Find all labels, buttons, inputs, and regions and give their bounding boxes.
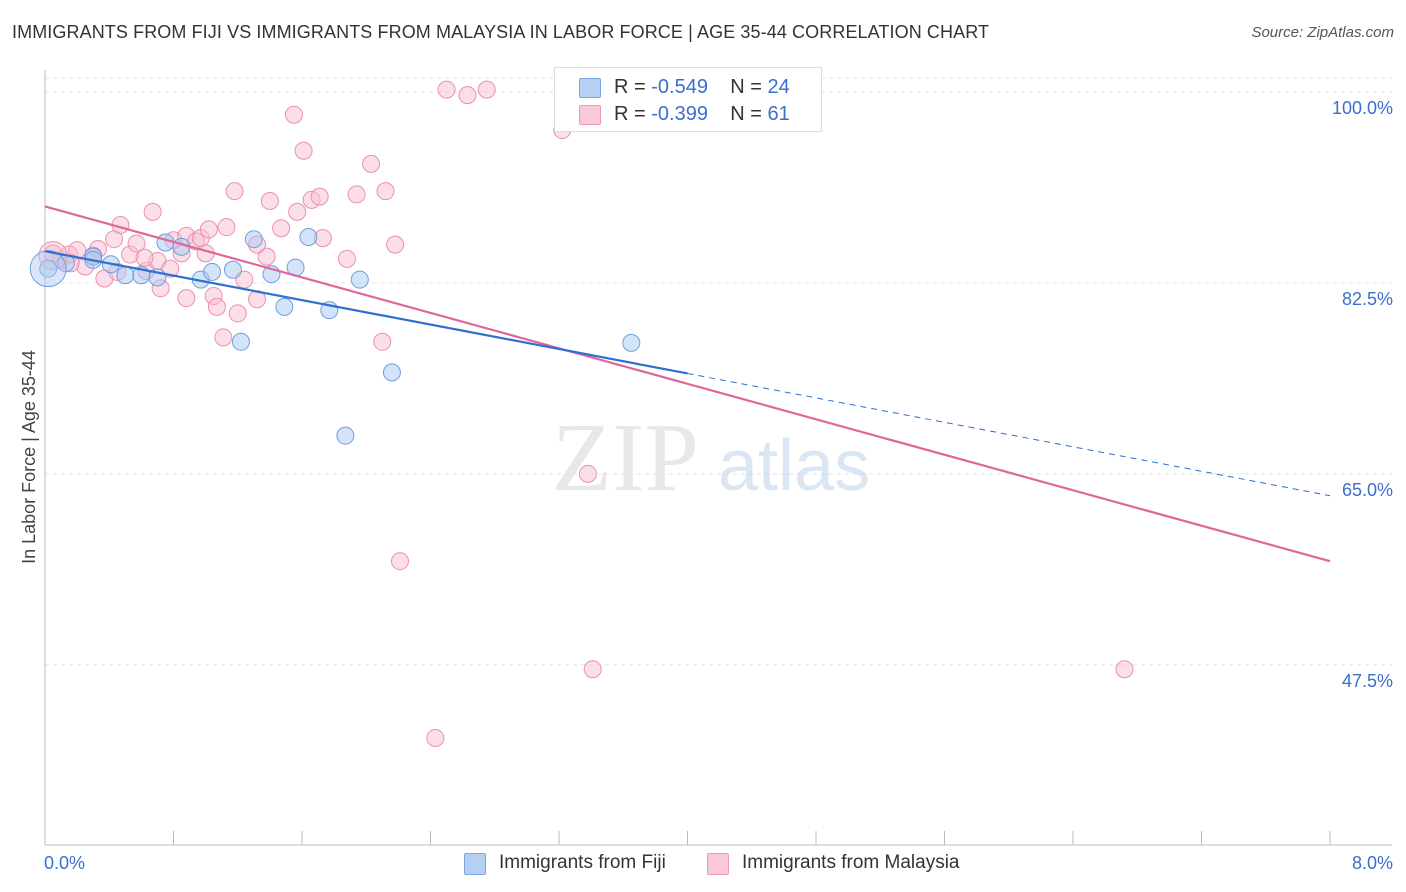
malaysia-point: [199, 220, 218, 239]
x-tick-label: 0.0%: [44, 853, 85, 873]
malaysia-point: [207, 297, 226, 316]
malaysia-point: [217, 218, 236, 237]
malaysia-point: [135, 248, 154, 267]
fiji-point: [336, 426, 355, 445]
label-layer: 100.0% 82.5% 65.0% 47.5% 0.0% 8.0%: [44, 98, 1393, 873]
fiji-point: [244, 230, 263, 249]
legend-malaysia-n-label: N =: [730, 103, 762, 125]
malaysia-point: [386, 235, 405, 254]
fiji-point: [350, 270, 369, 289]
y-tick-label: 100.0%: [1332, 98, 1393, 118]
malaysia-point: [337, 249, 356, 268]
legend-fiji-r-value: -0.549: [651, 76, 708, 98]
malaysia-point: [583, 660, 602, 679]
malaysia-point: [1115, 660, 1134, 679]
legend-malaysia-r-label: R =: [614, 103, 646, 125]
grid-layer: [45, 77, 1392, 666]
fiji-point: [275, 297, 294, 316]
legend-malaysia-n-value: 61: [767, 103, 790, 125]
malaysia-point: [458, 86, 477, 105]
malaysia-point: [376, 182, 395, 201]
fiji-point: [231, 332, 250, 351]
malaysia-point: [272, 219, 291, 238]
watermark: ZIP atlas: [552, 404, 870, 512]
axes-layer: [44, 70, 1392, 846]
fiji-point: [116, 266, 135, 285]
legend-swatch-fiji: [579, 78, 601, 98]
bottom-legend-swatch-malaysia: [707, 853, 729, 875]
y-tick-label: 82.5%: [1342, 289, 1393, 309]
x-tick-label: 8.0%: [1352, 853, 1393, 873]
malaysia-point: [260, 191, 279, 210]
bottom-legend-label-malaysia: Immigrants from Malaysia: [742, 852, 960, 873]
source-label: Source: ZipAtlas.com: [1251, 24, 1394, 41]
fiji-point: [29, 250, 67, 288]
y-tick-label: 65.0%: [1342, 480, 1393, 500]
watermark-zip: ZIP: [552, 404, 699, 512]
malaysia-point: [362, 154, 381, 173]
malaysia-point: [578, 464, 597, 483]
bottom-legend-label-fiji: Immigrants from Fiji: [499, 852, 666, 873]
stats-legend: R = -0.549 N = 24 R = -0.399 N = 61: [554, 67, 822, 132]
fiji-trend-line: [44, 250, 688, 375]
legend-fiji-r-label: R =: [614, 76, 646, 98]
series-fiji: [29, 228, 641, 445]
malaysia-point: [373, 332, 392, 351]
malaysia-point: [347, 185, 366, 204]
malaysia-point: [390, 552, 409, 571]
malaysia-point: [225, 182, 244, 201]
fiji-point: [203, 262, 222, 281]
malaysia-point: [214, 328, 233, 347]
fiji-point: [382, 363, 401, 382]
malaysia-point: [257, 247, 276, 266]
legend-fiji-n-value: 24: [767, 76, 790, 98]
y-tick-label: 47.5%: [1342, 671, 1393, 691]
malaysia-point: [477, 80, 496, 99]
malaysia-point: [177, 289, 196, 308]
malaysia-point: [288, 202, 307, 221]
malaysia-point: [294, 141, 313, 160]
fiji-point: [299, 228, 318, 247]
legend-swatch-malaysia: [579, 105, 601, 125]
malaysia-point: [284, 105, 303, 124]
legend-fiji-n-label: N =: [730, 76, 762, 98]
malaysia-point: [143, 202, 162, 221]
malaysia-point: [426, 729, 445, 748]
malaysia-trend-line: [44, 205, 1331, 563]
legend-malaysia-r-value: -0.399: [651, 103, 708, 125]
fiji-point: [39, 259, 58, 278]
fiji-point: [223, 260, 242, 279]
fiji-point: [622, 333, 641, 352]
chart-title: IMMIGRANTS FROM FIJI VS IMMIGRANTS FROM …: [12, 22, 990, 42]
bottom-legend-swatch-fiji: [464, 853, 486, 875]
malaysia-point: [310, 187, 329, 206]
malaysia-point: [437, 80, 456, 99]
y-axis-label: In Labor Force | Age 35-44: [19, 350, 39, 564]
malaysia-point: [127, 234, 146, 253]
trend-layer: [44, 205, 1331, 563]
malaysia-point: [161, 259, 180, 278]
malaysia-point: [228, 304, 247, 323]
watermark-atlas: atlas: [718, 426, 870, 506]
